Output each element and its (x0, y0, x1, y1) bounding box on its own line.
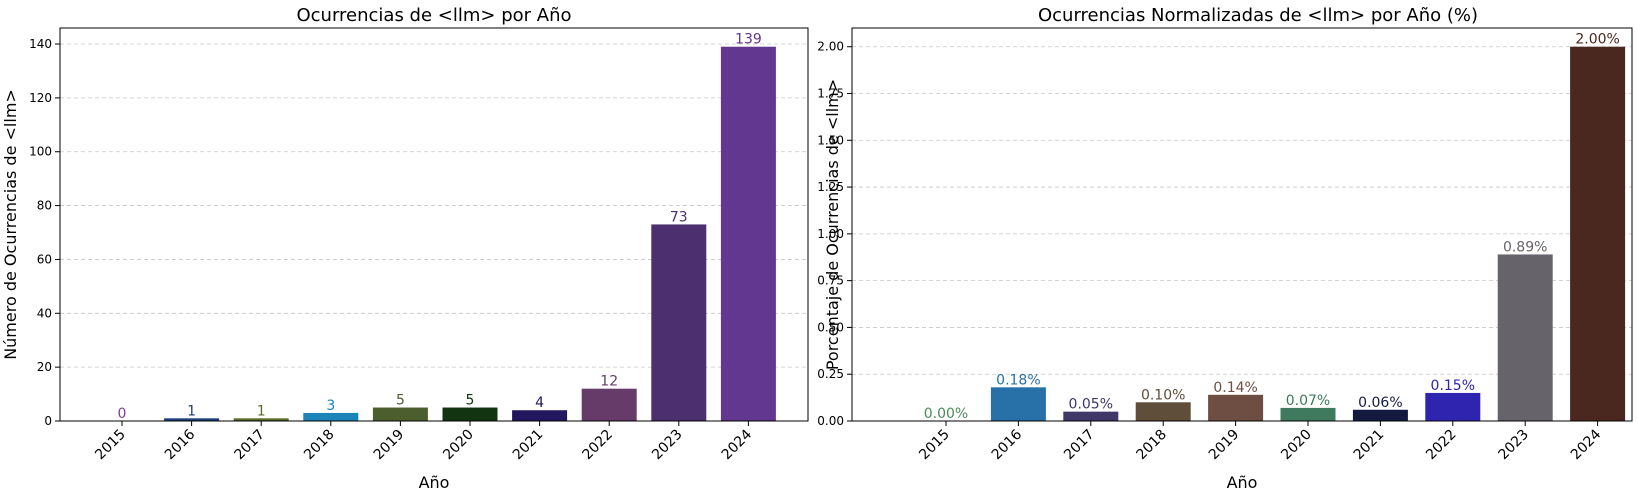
bar-value-label: 0.10% (1141, 387, 1185, 403)
bar-value-label: 0.89% (1503, 239, 1547, 255)
y-axis-ticks: 0.00 0.25 0.50 0.75 1.00 1.25 1.50 1.75 2.00 (817, 40, 852, 428)
bar-2021 (512, 410, 568, 421)
y-axis-ticks: 0 20 40 60 80 100 120 140 (29, 37, 60, 428)
x-axis-ticks: 2015 2016 2017 2018 2019 2020 2021 2022 2023 2024 (92, 421, 755, 463)
bar-2019 (1208, 394, 1264, 421)
y-tick-label: 0.00 (817, 414, 844, 428)
x-tick-label: 2023 (1496, 427, 1533, 464)
bar-value-label: 0 (118, 406, 127, 422)
y-tick-label: 2.00 (817, 40, 844, 54)
x-tick-label: 2023 (649, 427, 686, 464)
bar-value-label: 1 (187, 403, 196, 419)
x-tick-label: 2019 (1206, 427, 1243, 464)
y-tick-label: 0.50 (817, 320, 844, 334)
y-tick-label: 0 (44, 414, 52, 428)
bar-value-label: 0.07% (1286, 393, 1330, 409)
x-tick-label: 2022 (1423, 427, 1460, 464)
x-tick-label: 2015 (92, 427, 129, 464)
bar-2023 (651, 224, 707, 421)
bar-2020 (1280, 407, 1336, 421)
y-tick-label: 140 (29, 37, 52, 51)
y-tick-label: 100 (29, 145, 52, 159)
bar-value-label: 0.05% (1069, 397, 1113, 413)
y-tick-label: 60 (37, 252, 52, 266)
normalized-occurrences-chart: Ocurrencias Normalizadas de <llm> por Añ… (817, 5, 1633, 492)
y-tick-label: 0.25 (817, 367, 844, 381)
y-axis-label: Número de Ocurrencias de <llm> (1, 89, 20, 360)
x-tick-label: 2021 (1351, 427, 1388, 464)
bar-value-label: 0.00% (924, 406, 968, 422)
x-axis-label: Año (1227, 473, 1258, 492)
bar-2016 (164, 418, 220, 421)
bar-2016 (990, 387, 1046, 421)
bar-2024 (1570, 46, 1626, 421)
bars (164, 46, 776, 421)
y-tick-label: 1.50 (817, 133, 844, 147)
bar-value-label: 73 (670, 209, 688, 225)
x-tick-label: 2018 (301, 427, 338, 464)
bar-value-label: 0.14% (1213, 380, 1257, 396)
x-tick-label: 2024 (719, 426, 756, 463)
bar-value-label: 12 (600, 374, 618, 390)
x-tick-label: 2019 (371, 427, 408, 464)
bar-2022 (581, 388, 637, 421)
x-tick-label: 2021 (510, 427, 547, 464)
plot-frame (59, 27, 809, 422)
x-tick-label: 2017 (232, 427, 269, 464)
bar-value-label: 1 (257, 403, 266, 419)
y-tick-label: 1.00 (817, 227, 844, 241)
bar-2018 (1135, 402, 1191, 421)
x-tick-label: 2015 (916, 427, 953, 464)
chart-title: Ocurrencias Normalizadas de <llm> por Añ… (1038, 5, 1478, 26)
bar-value-label: 5 (396, 393, 405, 409)
bar-value-label: 3 (326, 398, 335, 414)
y-tick-label: 120 (29, 91, 52, 105)
bar-value-label: 139 (735, 32, 762, 48)
bar-2017 (1063, 411, 1119, 421)
x-tick-label: 2020 (1278, 427, 1315, 464)
bar-value-label: 0.15% (1431, 378, 1475, 394)
bar-2024 (720, 46, 776, 421)
bar-value-label: 2.00% (1575, 32, 1619, 48)
occurrences-chart: Ocurrencias de <llm> por Año 0 1 1 3 5 5 4 12 73… (1, 5, 809, 492)
x-tick-label: 2016 (162, 426, 199, 463)
bar-2022 (1425, 392, 1481, 421)
bar-2018 (303, 412, 359, 421)
bar-value-label: 4 (535, 395, 544, 411)
x-axis-ticks: 2015 2016 2017 2018 2019 2020 2021 2022 2023 2024 (916, 421, 1604, 463)
y-axis-label: Porcentaje de Ocurrencias de <llm> (823, 79, 842, 370)
y-tick-label: 1.75 (817, 87, 844, 101)
bar-2020 (442, 407, 498, 421)
x-tick-label: 2020 (440, 427, 477, 464)
x-tick-label: 2018 (1134, 427, 1171, 464)
y-tick-label: 1.25 (817, 180, 844, 194)
bar-2019 (372, 407, 428, 421)
y-tick-label: 20 (37, 360, 52, 374)
plot-frame (851, 27, 1633, 422)
bar-2023 (1497, 254, 1553, 421)
bars (990, 46, 1626, 421)
chart-title: Ocurrencias de <llm> por Año (296, 5, 571, 26)
bar-value-label: 0.06% (1358, 395, 1402, 411)
bar-value-label: 5 (466, 393, 475, 409)
y-tick-label: 80 (37, 199, 52, 213)
bar-value-labels: 0.00% 0.18% 0.05% 0.10% 0.14% 0.07% 0.06% 0.15%… (924, 32, 1620, 422)
bar-2017 (233, 418, 289, 421)
y-tick-label: 40 (37, 306, 52, 320)
x-tick-label: 2024 (1568, 426, 1605, 463)
x-axis-label: Año (419, 473, 450, 492)
y-tick-label: 0.75 (817, 274, 844, 288)
x-tick-label: 2017 (1061, 427, 1098, 464)
bar-value-labels: 0 1 1 3 5 5 4 12 73 139 (118, 32, 762, 422)
x-tick-label: 2016 (989, 426, 1026, 463)
bar-2021 (1352, 409, 1408, 421)
x-tick-label: 2022 (580, 427, 617, 464)
bar-value-label: 0.18% (996, 372, 1040, 388)
